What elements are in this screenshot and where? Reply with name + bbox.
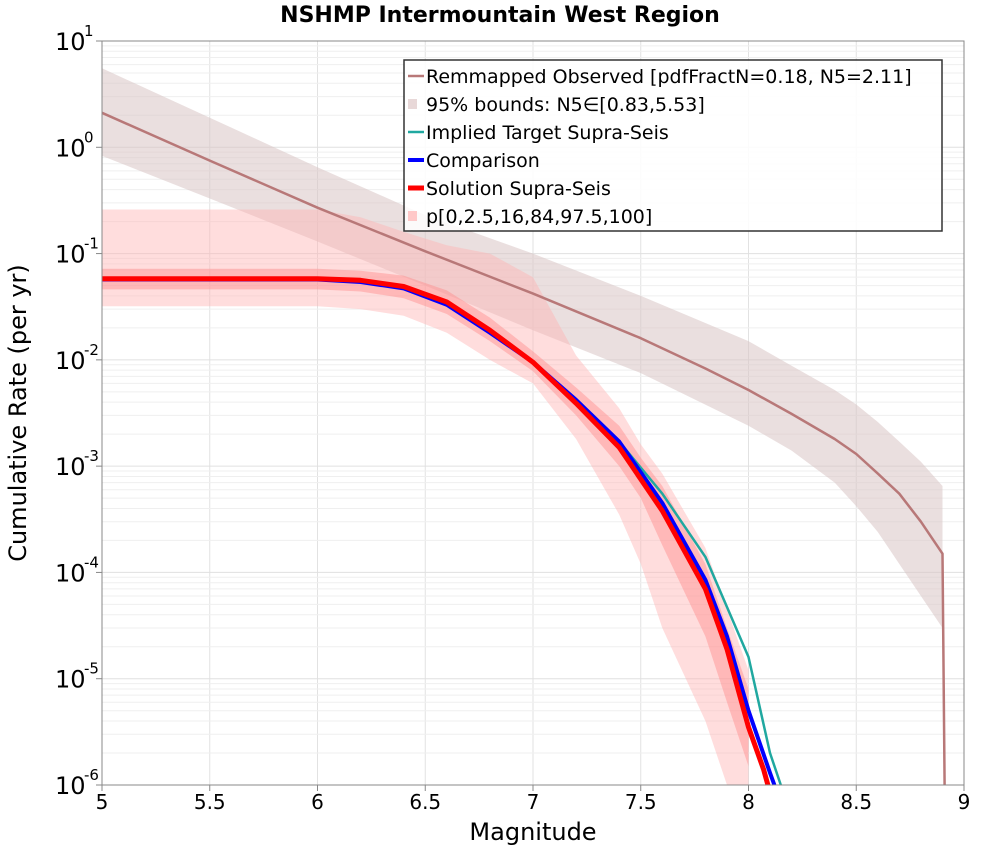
solution-line xyxy=(102,276,771,786)
legend-entry: Remmapped Observed [pdfFractN=0.18, N5=2… xyxy=(426,66,912,88)
y-tick-label: 101 xyxy=(55,22,94,56)
legend-swatch xyxy=(408,99,417,109)
observed-95-bounds-band xyxy=(102,68,943,629)
y-tick-exponent: -2 xyxy=(84,341,99,359)
observed-line xyxy=(101,111,946,786)
percentile-outer-band xyxy=(102,209,749,785)
y-tick-base: 10 xyxy=(55,347,86,375)
x-tick-label: 6 xyxy=(311,790,324,814)
legend-swatch xyxy=(408,211,417,221)
x-tick-label: 7.5 xyxy=(625,790,657,814)
series-lines xyxy=(101,111,946,786)
x-axis-ticks: 5 5.5 6 6.5 7 7.5 8 8.5 9 xyxy=(96,785,971,814)
y-tick-exponent: 0 xyxy=(84,128,94,146)
y-tick-exponent: 1 xyxy=(84,22,94,40)
y-tick-label: 10-6 xyxy=(55,766,99,800)
y-tick-exponent: -6 xyxy=(84,766,99,784)
x-tick-label: 5.5 xyxy=(194,790,226,814)
bands xyxy=(102,68,943,785)
y-tick-label: 10-1 xyxy=(55,235,99,269)
legend-box xyxy=(403,59,943,232)
x-axis-label: Magnitude xyxy=(469,818,596,846)
y-tick-exponent: -3 xyxy=(84,447,99,465)
y-axis-label: Cumulative Rate (per yr) xyxy=(4,264,32,562)
y-tick-exponent: -1 xyxy=(84,235,99,253)
legend-entry: 95% bounds: N5∈[0.83,5.53] xyxy=(426,94,705,116)
x-tick-label: 9 xyxy=(958,790,971,814)
legend-entry: p[0,2.5,16,84,97.5,100] xyxy=(426,206,652,228)
y-tick-base: 10 xyxy=(55,134,86,162)
x-tick-label: 8.5 xyxy=(840,790,872,814)
legend-entry: Implied Target Supra-Seis xyxy=(426,122,669,144)
x-tick-label: 8 xyxy=(742,790,755,814)
y-tick-label: 10-4 xyxy=(55,553,99,587)
legend-entry: Comparison xyxy=(426,150,540,172)
y-tick-base: 10 xyxy=(55,453,86,481)
legend-entry: Solution Supra-Seis xyxy=(426,178,611,200)
y-tick-base: 10 xyxy=(55,772,86,800)
x-tick-label: 6.5 xyxy=(409,790,441,814)
y-tick-base: 10 xyxy=(55,28,86,56)
legend: Remmapped Observed [pdfFractN=0.18, N5=2… xyxy=(403,59,943,232)
y-tick-exponent: -5 xyxy=(84,660,99,678)
y-tick-exponent: -4 xyxy=(84,553,99,571)
y-tick-base: 10 xyxy=(55,559,86,587)
x-tick-label: 5 xyxy=(96,790,109,814)
y-tick-base: 10 xyxy=(55,666,86,694)
y-tick-label: 10-3 xyxy=(55,447,99,481)
chart-title: NSHMP Intermountain West Region xyxy=(280,3,720,28)
y-tick-base: 10 xyxy=(55,241,86,269)
y-tick-label: 10-5 xyxy=(55,660,99,694)
x-tick-label: 7 xyxy=(527,790,540,814)
y-tick-label: 10-2 xyxy=(55,341,99,375)
y-tick-label: 100 xyxy=(55,128,94,162)
